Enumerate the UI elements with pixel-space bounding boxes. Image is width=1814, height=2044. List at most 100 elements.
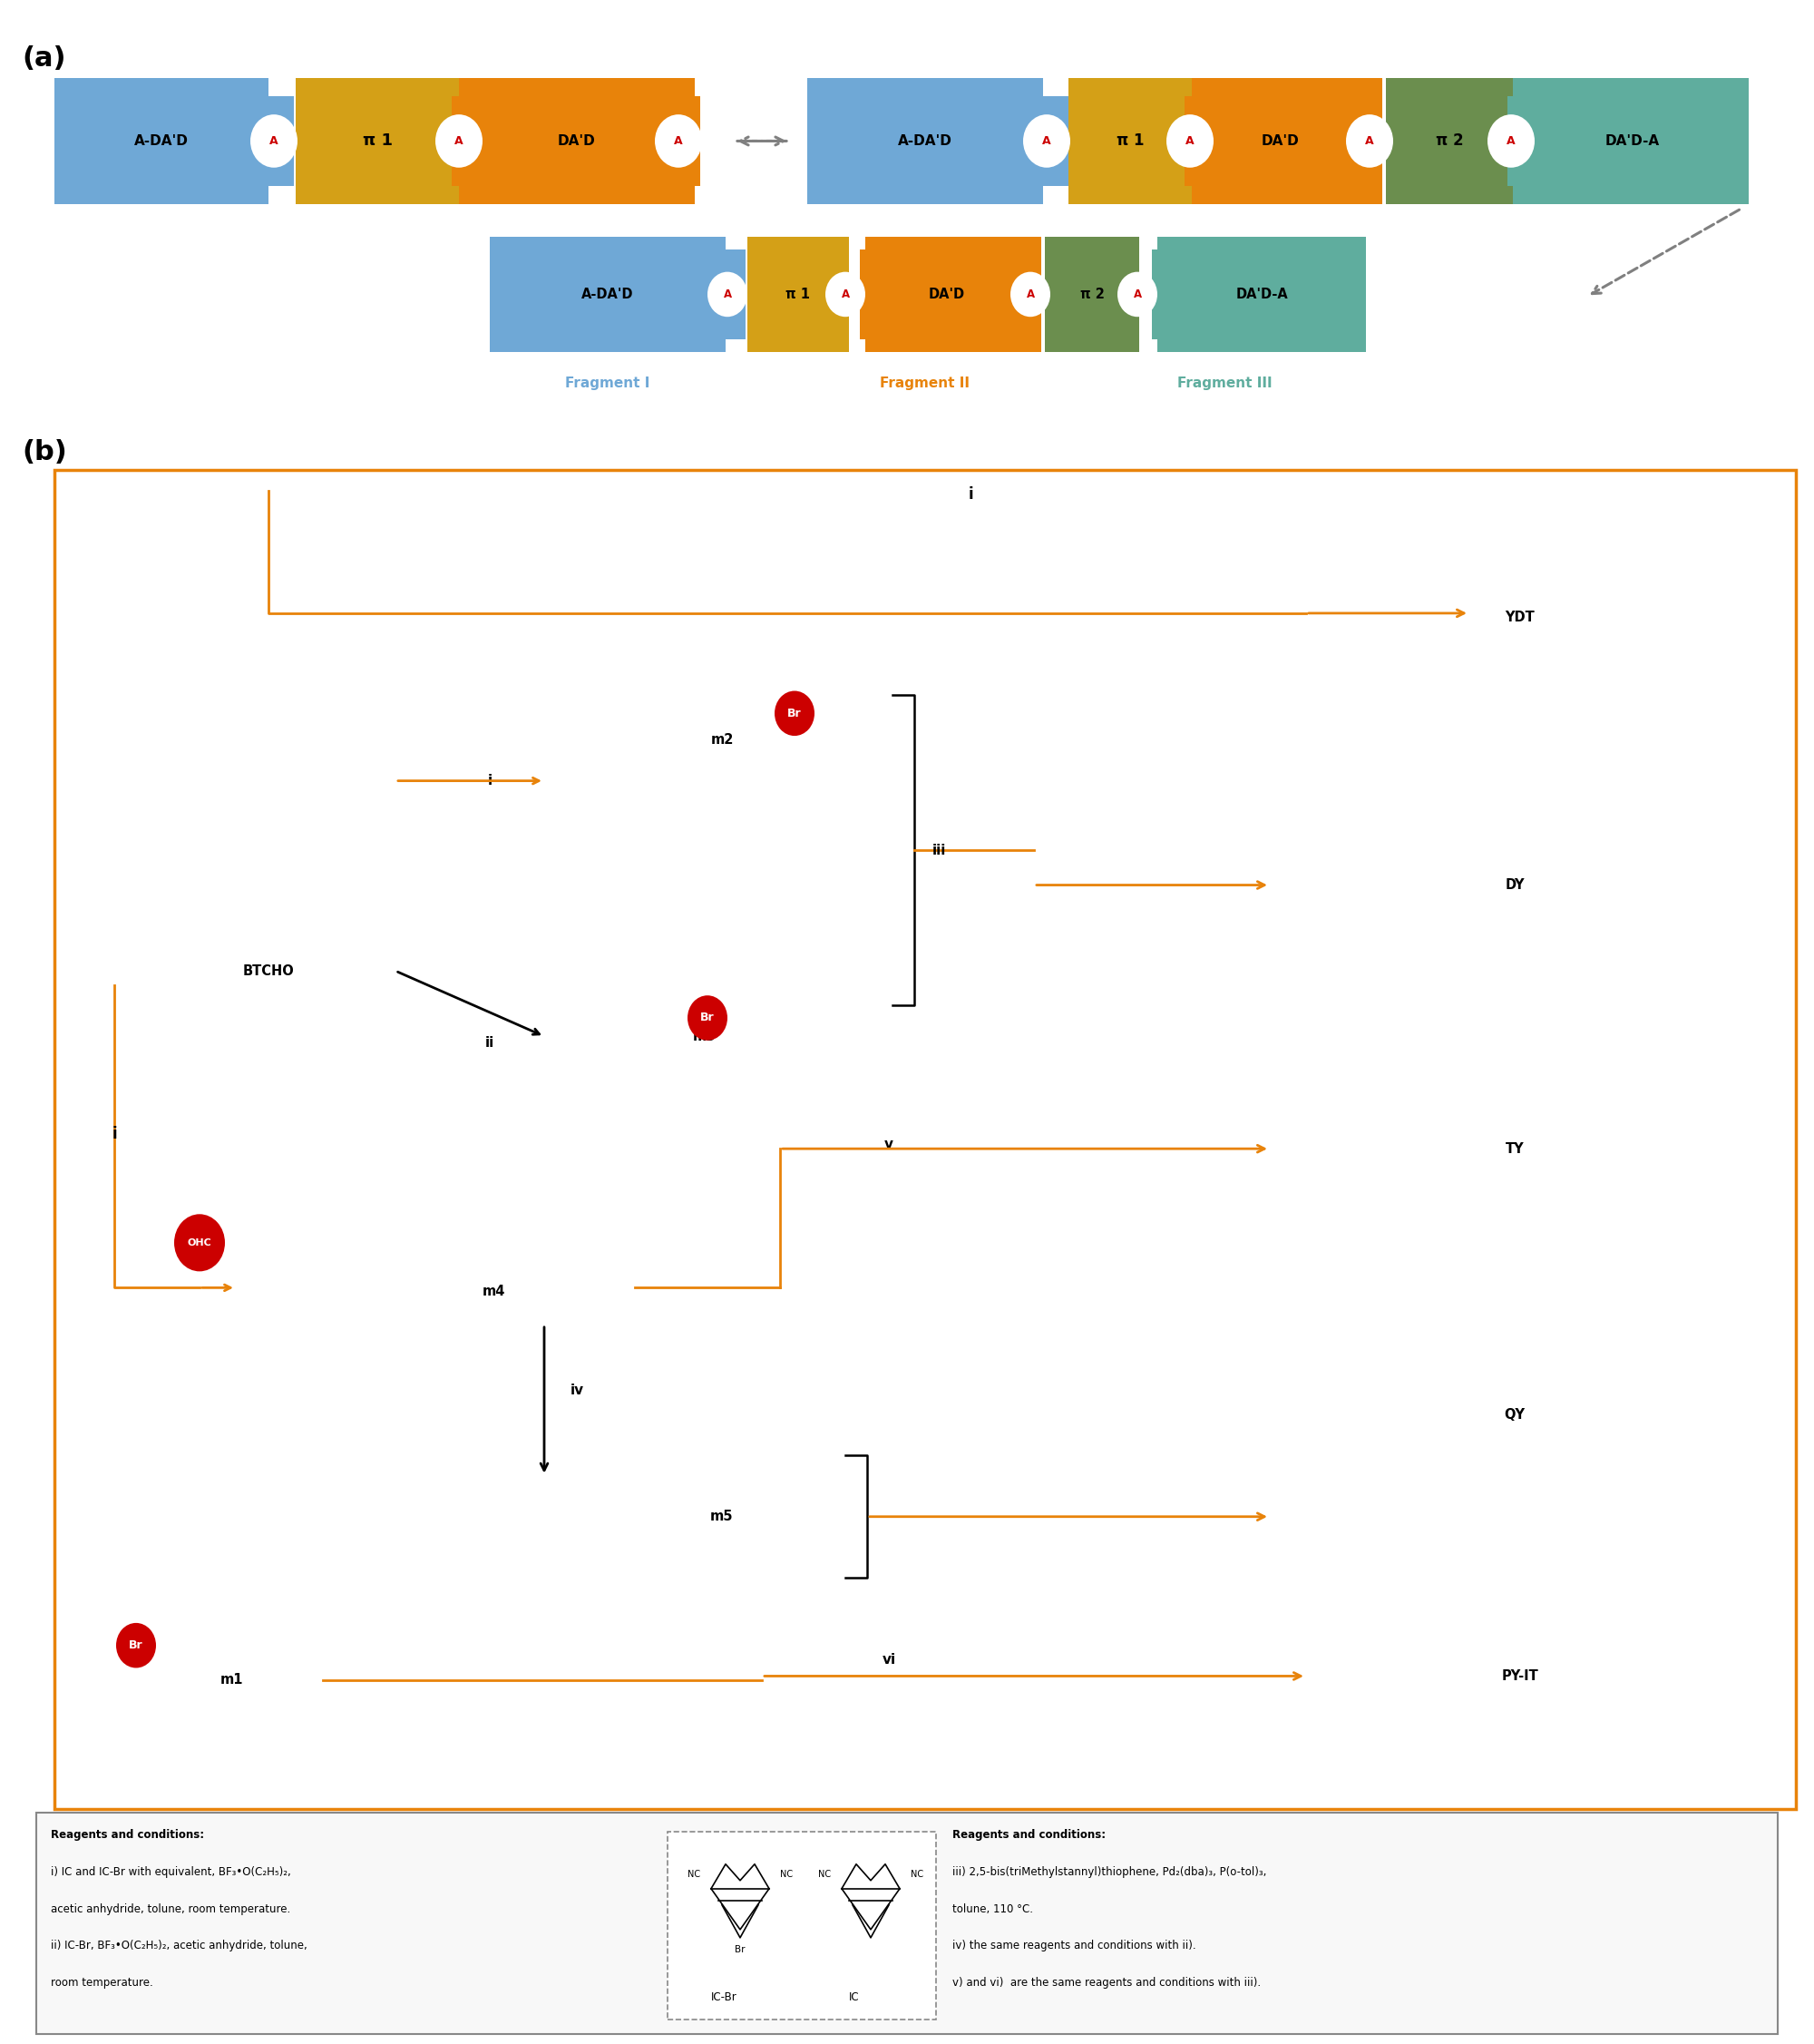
Text: π 1: π 1: [1116, 133, 1145, 149]
Text: A: A: [455, 135, 463, 147]
Text: TY: TY: [1506, 1143, 1524, 1155]
FancyBboxPatch shape: [36, 1813, 1778, 2034]
Text: A: A: [842, 288, 849, 300]
Text: DA'D: DA'D: [559, 135, 595, 147]
Text: NC: NC: [780, 1870, 793, 1878]
FancyBboxPatch shape: [807, 78, 1043, 204]
Text: (b): (b): [22, 439, 67, 466]
FancyBboxPatch shape: [1157, 237, 1366, 352]
FancyBboxPatch shape: [490, 237, 726, 352]
Text: tolune, 110 °C.: tolune, 110 °C.: [952, 1903, 1034, 1915]
FancyBboxPatch shape: [459, 78, 695, 204]
Text: iii: iii: [932, 844, 947, 856]
Text: IC: IC: [849, 1991, 860, 2003]
Text: m1: m1: [221, 1674, 243, 1686]
FancyBboxPatch shape: [860, 249, 883, 339]
Text: Reagents and conditions:: Reagents and conditions:: [51, 1829, 205, 1842]
Text: i: i: [488, 775, 492, 787]
Text: i: i: [112, 1126, 116, 1143]
FancyBboxPatch shape: [1386, 78, 1513, 204]
Text: A: A: [1186, 135, 1194, 147]
Text: Fragment III: Fragment III: [1177, 376, 1272, 390]
Circle shape: [1117, 272, 1157, 317]
Text: NC: NC: [911, 1870, 923, 1878]
Text: Reagents and conditions:: Reagents and conditions:: [952, 1829, 1107, 1842]
FancyBboxPatch shape: [1045, 237, 1139, 352]
Text: Br: Br: [735, 1946, 746, 1954]
Circle shape: [1010, 272, 1050, 317]
Text: YDT: YDT: [1506, 611, 1535, 623]
Text: A: A: [1027, 288, 1034, 300]
Text: π 1: π 1: [363, 133, 392, 149]
FancyBboxPatch shape: [691, 96, 700, 186]
Text: PY-IT: PY-IT: [1502, 1670, 1538, 1682]
Text: π 2: π 2: [1079, 288, 1105, 300]
Text: A: A: [270, 135, 278, 147]
FancyBboxPatch shape: [1185, 96, 1214, 186]
Text: iv: iv: [570, 1384, 584, 1396]
Text: A-DA'D: A-DA'D: [898, 135, 952, 147]
Text: DA'D: DA'D: [929, 288, 965, 300]
Text: ii) IC-Br, BF₃•O(C₂H₅)₂, acetic anhydride, tolune,: ii) IC-Br, BF₃•O(C₂H₅)₂, acetic anhydrid…: [51, 1940, 307, 1952]
Text: IC-Br: IC-Br: [711, 1991, 736, 2003]
Text: vi: vi: [882, 1654, 896, 1666]
Text: DA'D-A: DA'D-A: [1237, 288, 1288, 300]
FancyBboxPatch shape: [722, 249, 746, 339]
Circle shape: [688, 995, 727, 1040]
Text: Fragment II: Fragment II: [880, 376, 970, 390]
Text: π 1: π 1: [785, 288, 811, 300]
Text: v) and vi)  are the same reagents and conditions with iii).: v) and vi) are the same reagents and con…: [952, 1977, 1261, 1989]
Text: Br: Br: [129, 1639, 143, 1652]
Text: A: A: [724, 288, 731, 300]
Text: DA'D: DA'D: [1263, 135, 1299, 147]
Text: DY: DY: [1506, 879, 1524, 891]
Circle shape: [1166, 114, 1214, 168]
FancyBboxPatch shape: [668, 1831, 936, 2019]
Circle shape: [1487, 114, 1535, 168]
FancyBboxPatch shape: [265, 96, 294, 186]
Text: v: v: [885, 1139, 892, 1151]
Text: A: A: [1134, 288, 1141, 300]
Text: m2: m2: [711, 734, 733, 746]
Text: Fragment I: Fragment I: [566, 376, 649, 390]
Text: Br: Br: [700, 1012, 715, 1024]
FancyBboxPatch shape: [1507, 96, 1536, 186]
FancyBboxPatch shape: [452, 96, 481, 186]
Text: NC: NC: [818, 1870, 831, 1878]
Text: i) IC and IC-Br with equivalent, BF₃•O(C₂H₅)₂,: i) IC and IC-Br with equivalent, BF₃•O(C…: [51, 1866, 290, 1878]
Text: A: A: [675, 135, 682, 147]
FancyBboxPatch shape: [296, 78, 459, 204]
Text: m4: m4: [483, 1286, 504, 1298]
Text: OHC: OHC: [187, 1239, 212, 1247]
Text: acetic anhydride, tolune, room temperature.: acetic anhydride, tolune, room temperatu…: [51, 1903, 290, 1915]
Circle shape: [707, 272, 747, 317]
Text: (a): (a): [22, 45, 65, 72]
Text: i: i: [969, 486, 972, 503]
Circle shape: [174, 1214, 225, 1271]
Circle shape: [775, 691, 814, 736]
Text: room temperature.: room temperature.: [51, 1977, 152, 1989]
FancyBboxPatch shape: [1513, 78, 1749, 204]
FancyBboxPatch shape: [1068, 78, 1192, 204]
Circle shape: [1346, 114, 1393, 168]
Circle shape: [435, 114, 483, 168]
Text: iii) 2,5-bis(triMethylstannyl)thiophene, Pd₂(dba)₃, P(o-tol)₃,: iii) 2,5-bis(triMethylstannyl)thiophene,…: [952, 1866, 1266, 1878]
Circle shape: [250, 114, 297, 168]
FancyBboxPatch shape: [1039, 96, 1068, 186]
Text: iv) the same reagents and conditions with ii).: iv) the same reagents and conditions wit…: [952, 1940, 1195, 1952]
Text: BTCHO: BTCHO: [243, 965, 294, 977]
Text: A: A: [1366, 135, 1373, 147]
Text: QY: QY: [1504, 1408, 1526, 1421]
Circle shape: [116, 1623, 156, 1668]
FancyBboxPatch shape: [1152, 249, 1175, 339]
Circle shape: [655, 114, 702, 168]
Text: ii: ii: [484, 1036, 495, 1049]
Text: m3: m3: [693, 1030, 715, 1042]
FancyBboxPatch shape: [1192, 78, 1382, 204]
Text: m5: m5: [711, 1511, 733, 1523]
Text: NC: NC: [688, 1870, 700, 1878]
Text: A: A: [1507, 135, 1515, 147]
Text: A: A: [1043, 135, 1050, 147]
Circle shape: [825, 272, 865, 317]
Circle shape: [1023, 114, 1070, 168]
